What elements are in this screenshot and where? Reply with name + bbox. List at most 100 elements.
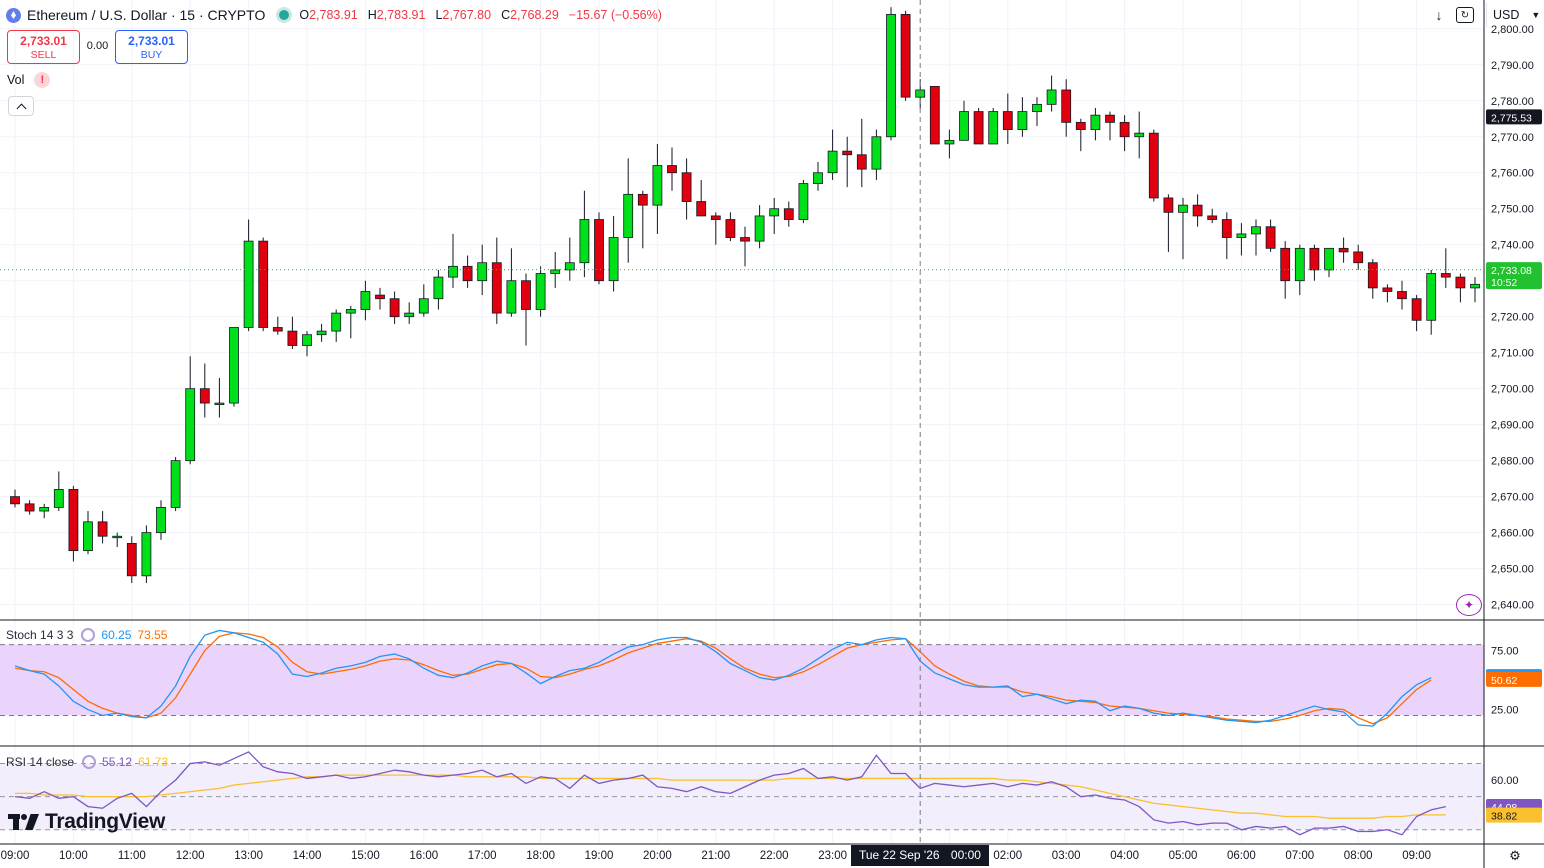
price-tick-label: 2,800.00 xyxy=(1491,24,1534,36)
tradingview-watermark[interactable]: TradingView xyxy=(8,810,165,834)
candle-body xyxy=(1119,121,1130,138)
candle-body xyxy=(170,460,181,508)
symbol-title[interactable]: Ethereum / U.S. Dollar · 15 · CRYPTO xyxy=(27,7,266,23)
rsi-tick-label: 60.00 xyxy=(1491,775,1519,787)
refresh-icon[interactable] xyxy=(82,755,97,769)
candle-body xyxy=(1397,291,1407,300)
candle-body xyxy=(214,402,225,405)
candle-body xyxy=(696,201,707,217)
candle-body xyxy=(1309,247,1320,271)
volume-legend[interactable]: Vol ! xyxy=(7,72,51,88)
candle-body xyxy=(521,280,531,310)
candle-body xyxy=(900,13,911,98)
candle-body xyxy=(53,489,64,508)
rsi-value: 55.12 xyxy=(102,755,133,769)
axis-labels: 2,800.00 2,790.00 2,780.00 2,770.00 2,760.00… xyxy=(1,24,1542,862)
price-tick-label: 2,640.00 xyxy=(1491,600,1534,612)
candle-body xyxy=(1324,247,1334,271)
candle-body xyxy=(360,291,371,310)
candle-body xyxy=(1148,132,1159,199)
sell-button[interactable]: 2,733.01 SELL xyxy=(7,30,80,64)
time-tick-label: 07:00 xyxy=(1285,850,1314,862)
candle-body xyxy=(725,219,736,238)
candle-body xyxy=(856,154,867,170)
candle-body xyxy=(141,532,152,577)
candle-body xyxy=(1338,247,1349,253)
candle-body xyxy=(783,208,794,220)
candle-body xyxy=(258,240,269,328)
stoch-d-value: 73.55 xyxy=(137,628,168,642)
candle-body xyxy=(769,208,780,217)
candle-body xyxy=(1455,276,1466,289)
candle-body xyxy=(112,535,123,539)
candle-body xyxy=(988,111,999,145)
time-tick-label: 16:00 xyxy=(409,850,438,862)
last-price-label-text: 10:52 xyxy=(1491,277,1517,289)
candle-body xyxy=(1017,111,1028,130)
settings-gear-icon[interactable]: ⚙ xyxy=(1509,848,1521,863)
time-tick-label: 22:00 xyxy=(760,850,789,862)
rsi-legend[interactable]: RSI 14 close 55.12 61.73 xyxy=(6,755,168,769)
stoch-d-badge xyxy=(1486,671,1542,687)
time-tick-label: 21:00 xyxy=(701,850,730,862)
rsi-name: RSI 14 close xyxy=(6,755,75,769)
time-tick-label: 02:00 xyxy=(993,850,1022,862)
grid-lines xyxy=(0,0,1484,843)
market-open-icon xyxy=(279,10,290,20)
spread-value: 0.00 xyxy=(86,40,109,52)
candle-body xyxy=(579,219,590,264)
stoch-legend[interactable]: Stoch 14 3 3 60.25 73.55 xyxy=(6,628,167,642)
candle-body xyxy=(156,507,166,534)
time-tick-label: 15:00 xyxy=(351,850,380,862)
candle-body xyxy=(199,388,210,404)
currency-select[interactable]: USD ▼ xyxy=(1486,3,1542,27)
magic-wand-icon[interactable]: ✦ xyxy=(1456,594,1482,616)
candle-body xyxy=(1426,273,1437,321)
time-tick-label: 09:00 xyxy=(1402,850,1431,862)
buy-button[interactable]: 2,733.01 BUY xyxy=(115,30,188,64)
candle-body xyxy=(1265,226,1276,249)
stoch-tick-label: 25.00 xyxy=(1491,705,1519,717)
candle-body xyxy=(331,312,342,332)
candle-body xyxy=(302,334,312,346)
time-tick-label: 05:00 xyxy=(1169,850,1198,862)
price-tick-label: 2,670.00 xyxy=(1491,492,1534,504)
time-tick-label: 13:00 xyxy=(234,850,263,862)
price-tick-label: 2,780.00 xyxy=(1491,96,1534,108)
crosshair-price-label xyxy=(1486,109,1542,125)
high-value: H2,783.91 xyxy=(367,8,426,22)
time-tick-label: 20:00 xyxy=(643,850,672,862)
candle-body xyxy=(754,215,765,242)
time-tick-label: 03:00 xyxy=(1052,850,1081,862)
candle-body xyxy=(126,543,137,577)
warning-icon[interactable]: ! xyxy=(34,72,51,88)
candle-body xyxy=(1221,219,1232,238)
stoch-d-badge-text: 50.62 xyxy=(1491,675,1517,687)
last-price-label xyxy=(1486,262,1542,290)
buy-price: 2,733.01 xyxy=(128,34,175,48)
rsi-ma-line xyxy=(15,774,1446,819)
time-tick-label: 06:00 xyxy=(1227,850,1256,862)
collapse-legend-button[interactable] xyxy=(8,96,34,116)
candle-body xyxy=(798,183,809,220)
price-tick-label: 2,790.00 xyxy=(1491,60,1534,72)
rsi-line xyxy=(14,751,1446,836)
candle-body xyxy=(973,111,984,145)
candle-body xyxy=(1382,287,1393,292)
time-tick-label: 09:00 xyxy=(1,850,30,862)
candle-body xyxy=(1294,247,1305,282)
refresh-icon[interactable] xyxy=(81,628,96,642)
symbol-legend[interactable]: Ethereum / U.S. Dollar · 15 · CRYPTO O2,… xyxy=(6,4,672,26)
candle-body xyxy=(1046,89,1057,105)
close-value: C2,768.29 xyxy=(501,8,559,22)
price-tick-label: 2,660.00 xyxy=(1491,528,1534,540)
candle-body xyxy=(1090,114,1101,130)
candle-body xyxy=(842,150,853,156)
download-arrow-icon[interactable]: ↓ xyxy=(1435,7,1443,23)
fullscreen-icon[interactable]: ↻ xyxy=(1456,7,1474,23)
stoch-k-value: 60.25 xyxy=(101,628,132,642)
candle-body xyxy=(929,85,940,145)
stoch-name: Stoch 14 3 3 xyxy=(6,628,74,642)
candle-body xyxy=(1353,251,1364,264)
